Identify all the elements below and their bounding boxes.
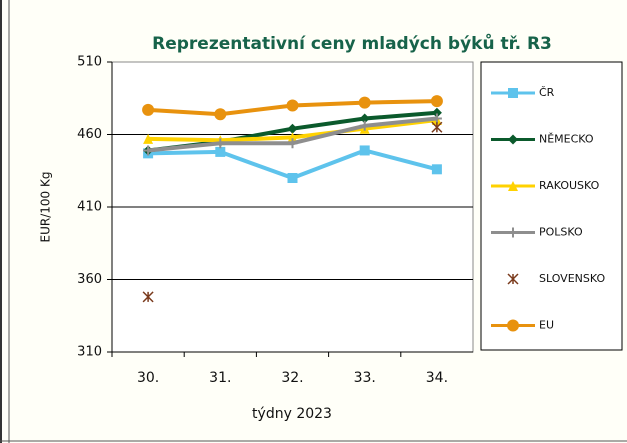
marker xyxy=(215,146,226,157)
x-tick-label: 30. xyxy=(137,370,159,386)
x-tick-label: 34. xyxy=(426,370,448,386)
marker xyxy=(287,173,298,183)
chart-title: Reprezentativní ceny mladých býků tř. R3 xyxy=(152,32,552,54)
marker xyxy=(359,113,370,124)
legend-label: ČR xyxy=(539,86,555,99)
legend-label: SLOVENSKO xyxy=(539,272,605,285)
marker xyxy=(358,96,371,109)
marker xyxy=(287,132,298,143)
marker xyxy=(215,138,226,149)
x-tick-label: 31. xyxy=(209,370,231,386)
x-tick-label: 33. xyxy=(354,370,376,386)
marker xyxy=(508,227,518,238)
marker xyxy=(359,145,370,156)
marker xyxy=(431,113,442,124)
y-tick-label: 410 xyxy=(77,200,102,215)
legend xyxy=(480,61,623,351)
marker xyxy=(507,319,519,332)
marker xyxy=(142,103,155,116)
marker xyxy=(287,123,298,134)
y-tick-label: 460 xyxy=(77,127,102,142)
legend-label: NĚMECKO xyxy=(539,133,594,146)
marker xyxy=(214,108,227,121)
marker xyxy=(431,121,443,133)
marker xyxy=(431,107,442,118)
marker xyxy=(507,273,519,285)
y-tick-label: 510 xyxy=(77,55,102,70)
y-tick-label: 360 xyxy=(77,272,102,287)
legend-label: RAKOUSKO xyxy=(539,179,600,192)
marker xyxy=(286,99,299,112)
y-axis-label: EUR/100 Kg xyxy=(39,172,53,243)
marker xyxy=(287,138,298,149)
marker xyxy=(508,181,518,191)
marker xyxy=(359,120,370,131)
marker xyxy=(142,291,154,303)
marker xyxy=(431,164,442,175)
x-tick-label: 32. xyxy=(281,370,303,386)
marker xyxy=(430,95,443,108)
marker xyxy=(508,134,518,145)
marker xyxy=(508,88,518,98)
marker xyxy=(143,133,154,144)
y-tick-label: 310 xyxy=(77,345,102,360)
x-axis-label: týdny 2023 xyxy=(252,406,332,422)
legend-label: POLSKO xyxy=(539,226,583,239)
marker xyxy=(143,145,154,156)
legend-label: EU xyxy=(539,319,554,332)
